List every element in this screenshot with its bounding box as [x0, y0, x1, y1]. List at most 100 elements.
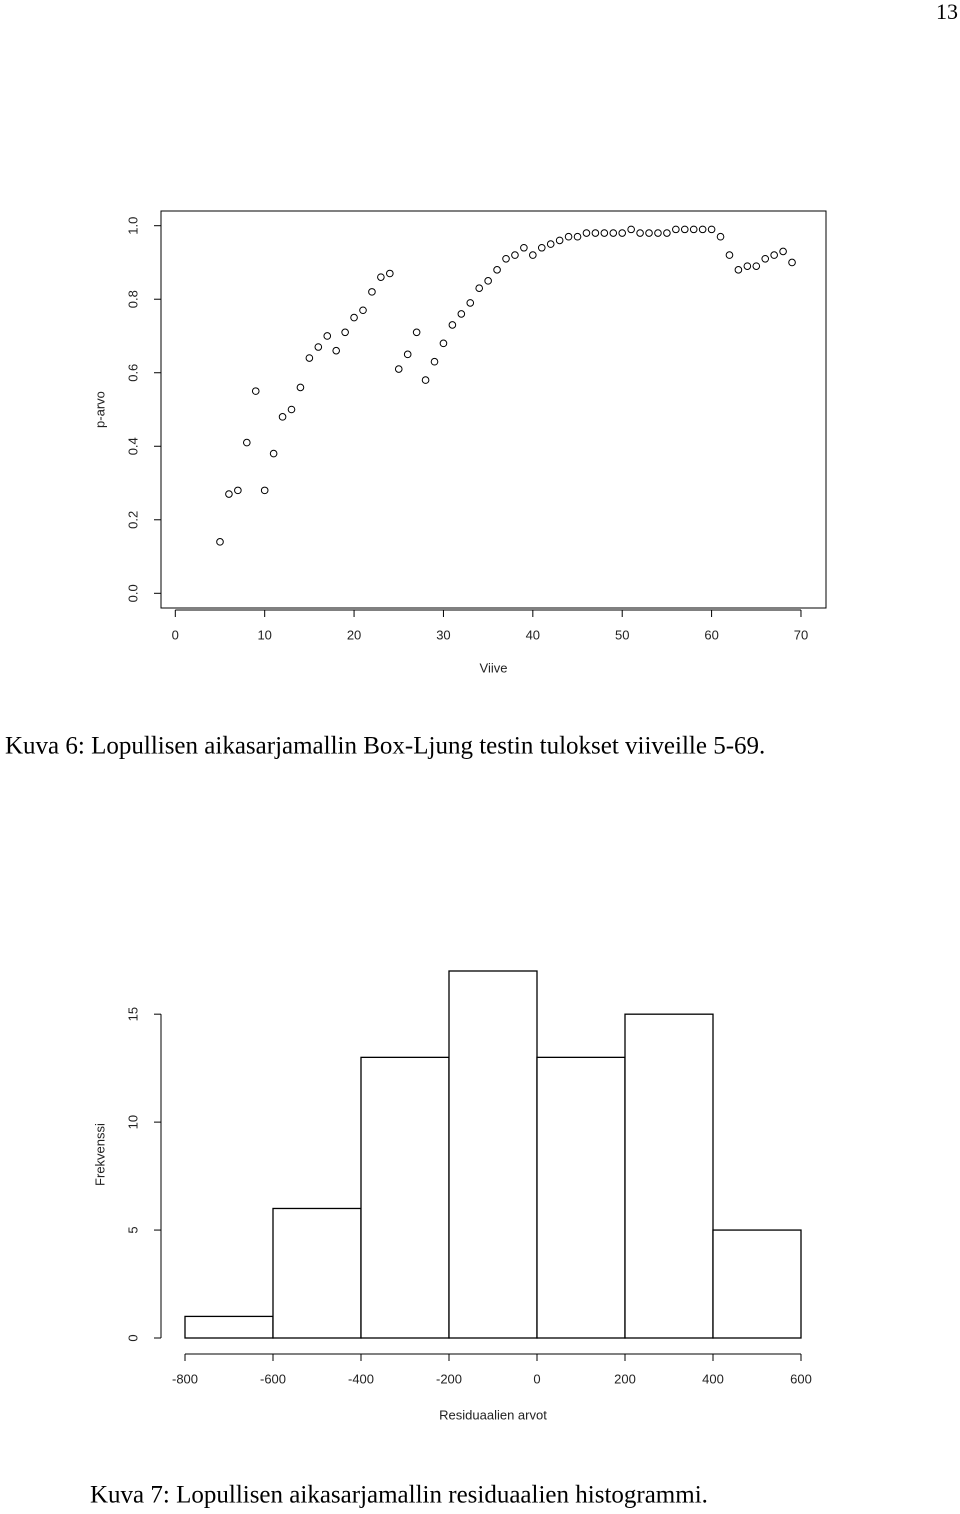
x-tick-label: 40 — [526, 627, 540, 642]
point — [511, 251, 519, 259]
point — [689, 225, 698, 234]
point — [394, 365, 403, 373]
y-axis-label: p-arvo — [92, 391, 107, 428]
point — [314, 343, 323, 351]
point — [707, 225, 716, 234]
bar — [272, 1207, 362, 1339]
point — [779, 247, 787, 256]
point — [698, 225, 707, 234]
point — [788, 258, 796, 267]
point — [457, 310, 466, 318]
x-tick-label: -800 — [172, 1371, 198, 1386]
y-tick-label: 5 — [125, 1226, 140, 1233]
point — [225, 490, 233, 498]
point — [243, 438, 251, 447]
y-tick-label: 10 — [125, 1115, 140, 1129]
point — [600, 229, 609, 237]
x-tick-label: 10 — [257, 627, 271, 642]
point — [546, 240, 555, 248]
x-tick-label: 200 — [614, 1371, 636, 1386]
x-tick-label: -200 — [436, 1371, 462, 1386]
bar — [184, 1315, 274, 1339]
point — [430, 357, 439, 366]
x-tick-label: 60 — [704, 627, 718, 642]
point — [564, 232, 573, 241]
point — [743, 262, 752, 270]
point — [475, 284, 483, 292]
figure-caption: Kuva 7: Lopullisen aikasarjamallin resid… — [90, 1482, 708, 1509]
point — [377, 273, 385, 281]
point — [725, 251, 734, 259]
point — [466, 299, 475, 307]
x-axis-label: Residuaalien arvot — [439, 1407, 547, 1422]
point — [323, 332, 332, 340]
bar — [712, 1229, 802, 1339]
point — [627, 225, 635, 234]
point — [332, 346, 340, 355]
point — [341, 328, 349, 337]
point — [278, 413, 287, 421]
point — [502, 254, 510, 263]
point — [448, 321, 457, 329]
y-tick-label: 1.0 — [125, 217, 140, 235]
y-tick-label: 15 — [125, 1007, 140, 1021]
x-axis-label: Viive — [480, 660, 508, 675]
point — [350, 313, 358, 322]
point — [493, 266, 501, 274]
point — [251, 387, 260, 395]
point — [734, 266, 743, 274]
x-tick-label: 70 — [794, 627, 808, 642]
point — [761, 254, 770, 263]
point — [421, 376, 430, 384]
point — [716, 232, 725, 241]
point — [582, 229, 591, 237]
point — [770, 251, 778, 259]
point — [368, 288, 376, 296]
x-tick-label: -600 — [260, 1371, 286, 1386]
point — [305, 354, 314, 362]
point — [654, 229, 662, 237]
point — [439, 339, 448, 348]
point — [520, 243, 528, 252]
x-tick-label: 400 — [702, 1371, 724, 1386]
point — [680, 225, 689, 234]
point — [672, 225, 680, 234]
point — [386, 269, 394, 278]
point — [618, 229, 627, 237]
x-tick-label: 30 — [436, 627, 450, 642]
bar — [360, 1056, 450, 1339]
point — [555, 236, 564, 245]
point — [591, 229, 600, 237]
point — [663, 229, 671, 237]
y-tick-label: 0.8 — [125, 290, 140, 308]
y-tick-label: 0.2 — [125, 511, 140, 529]
bar — [624, 1013, 714, 1339]
point — [752, 262, 761, 270]
point — [609, 229, 618, 237]
x-tick-label: 0 — [172, 627, 179, 642]
x-tick-label: -400 — [348, 1371, 374, 1386]
point — [287, 405, 296, 414]
point — [573, 232, 582, 241]
x-tick-label: 0 — [533, 1371, 540, 1386]
y-tick-label: 0.0 — [125, 584, 140, 602]
x-tick-label: 20 — [347, 627, 361, 642]
bar — [448, 970, 538, 1339]
y-axis-label: Frekvenssi — [92, 1123, 107, 1186]
point — [269, 449, 278, 458]
point — [645, 229, 653, 237]
y-tick-label: 0.6 — [125, 364, 140, 382]
point — [484, 277, 492, 285]
point — [260, 486, 269, 495]
page-number: 13 — [936, 0, 958, 24]
point — [296, 383, 305, 392]
point — [234, 486, 242, 495]
point — [636, 229, 644, 237]
y-tick-label: 0 — [125, 1334, 140, 1341]
point — [216, 538, 224, 546]
bar — [536, 1056, 626, 1339]
point — [537, 243, 546, 252]
point — [403, 350, 412, 359]
